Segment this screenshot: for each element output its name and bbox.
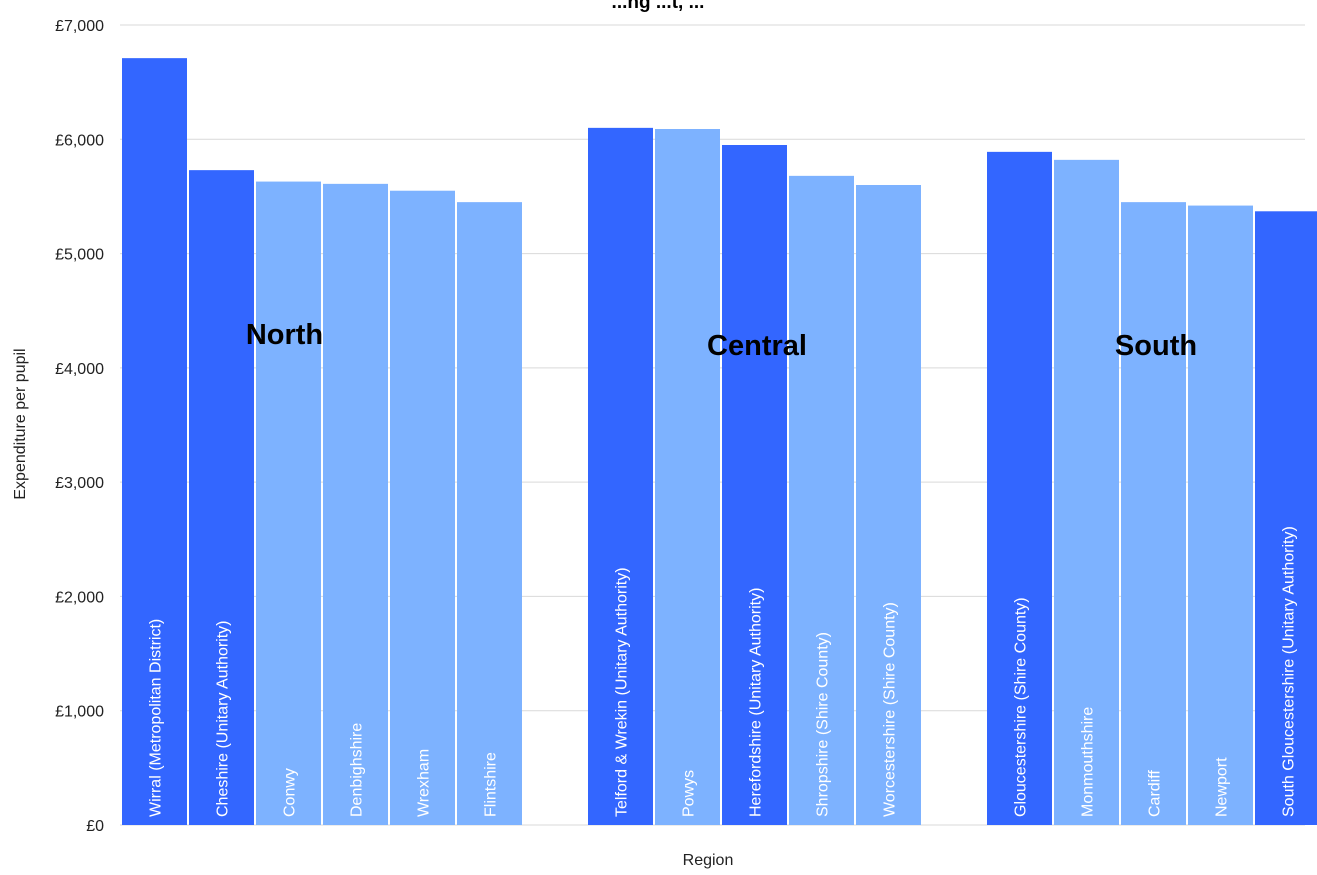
bar-label: Cardiff [1147,770,1164,817]
bar-label: Gloucestershire (Shire County) [1013,597,1030,817]
y-tick-label: £1,000 [55,704,104,721]
bar [722,145,787,825]
y-tick-label: £5,000 [55,247,104,264]
bar-label: Cheshire (Unitary Authority) [215,620,232,817]
y-tick-label: £6,000 [55,132,104,149]
bar [1188,205,1253,826]
bar-label: Shropshire (Shire County) [815,632,832,817]
bar [856,185,921,825]
bars: Wirral (Metropolitan District) Cheshire (… [122,58,1317,826]
group-label: Central [707,330,807,362]
bar [1121,202,1186,826]
bar [189,170,254,826]
bar [323,183,388,825]
bar [390,190,455,825]
bar-label: Flintshire [483,752,500,817]
chart-title: ...ng ...t, ... [612,0,705,13]
y-tick-label: £4,000 [55,361,104,378]
y-tick-label: £3,000 [55,475,104,492]
y-tick-label: £7,000 [55,18,104,35]
y-tick-label: £2,000 [55,589,104,606]
bar [789,175,854,825]
bar-label: Powys [681,770,698,817]
bar [588,127,653,826]
bar-label: Monmouthshire [1080,707,1097,817]
bar [122,58,187,825]
bar-label: Wirral (Metropolitan District) [148,619,165,817]
group-labels: North Central South [246,319,1197,362]
bar-label: Denbighshire [349,723,366,817]
bar [256,181,321,826]
y-tick-label: £0 [86,818,104,835]
y-axis-ticks: £0 £1,000 £2,000 £3,000 £4,000 £5,000 £6,000 £7… [55,18,104,835]
bar [655,129,720,825]
bar-label: Wrexham [416,749,433,817]
bar [987,151,1052,825]
bar-label: Worcestershire (Shire County) [882,602,899,817]
bar-label: Telford & Wrekin (Unitary Authority) [614,567,631,817]
bar [457,202,522,826]
bar [1255,211,1317,826]
bar-label: South Gloucestershire (Unitary Authority… [1281,526,1298,817]
group-label: North [246,319,323,351]
x-axis-label: Region [683,852,734,869]
group-label: South [1115,330,1197,362]
bar-label: Herefordshire (Unitary Authority) [748,588,765,817]
y-axis-label: Expenditure per pupil [12,348,29,499]
bar-label: Conwy [282,768,299,817]
bar-label: Newport [1214,757,1231,817]
bar [1054,159,1119,825]
